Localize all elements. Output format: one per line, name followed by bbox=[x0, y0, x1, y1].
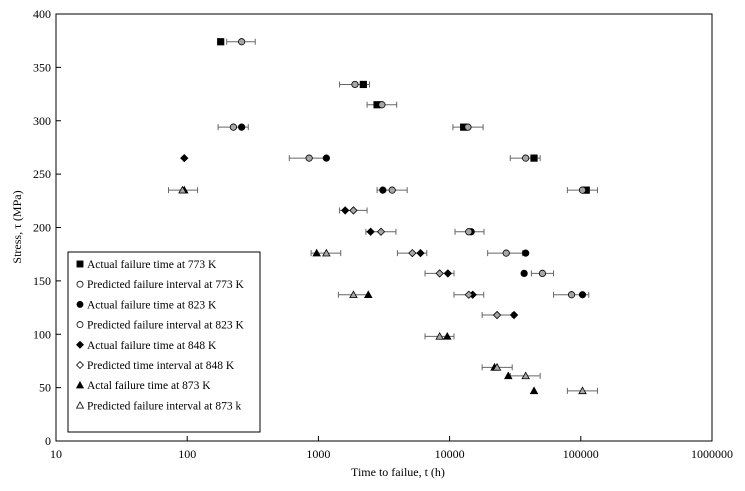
predicted-point bbox=[408, 248, 417, 258]
predicted-point bbox=[378, 101, 386, 109]
x-tick-label: 10 bbox=[50, 447, 62, 461]
data-markers bbox=[178, 38, 590, 395]
actual-point bbox=[520, 269, 528, 278]
legend-marker bbox=[76, 361, 84, 369]
predicted-point bbox=[349, 290, 358, 299]
legend-label: Predicted failure interval at 823 K bbox=[87, 320, 244, 332]
y-tick-label: 300 bbox=[33, 114, 51, 128]
x-axis-title: Time to failue, t (h) bbox=[351, 465, 445, 479]
predicted-point bbox=[578, 186, 587, 194]
actual-point bbox=[443, 269, 453, 278]
legend-marker bbox=[75, 380, 85, 389]
actual-point bbox=[180, 153, 189, 163]
legend-marker bbox=[76, 321, 84, 329]
predicted-point bbox=[538, 269, 547, 278]
predicted-point bbox=[178, 185, 187, 194]
predicted-point bbox=[238, 38, 246, 46]
legend-marker bbox=[76, 280, 84, 288]
legend-box bbox=[67, 251, 261, 433]
y-tick-label: 400 bbox=[33, 7, 51, 21]
actual-point bbox=[530, 154, 538, 162]
y-axis-title: Stress, τ (MPa) bbox=[10, 190, 24, 263]
predicted-point bbox=[435, 331, 444, 340]
predicted-point bbox=[464, 123, 472, 131]
y-tick-label: 350 bbox=[33, 60, 51, 74]
predicted-point bbox=[521, 371, 530, 380]
predicted-point bbox=[349, 206, 358, 215]
predicted-point bbox=[502, 249, 510, 257]
y-tick-label: 200 bbox=[33, 221, 51, 235]
predicted-point bbox=[578, 386, 587, 395]
actual-point bbox=[341, 206, 350, 215]
actual-point bbox=[578, 291, 587, 299]
predicted-point bbox=[465, 228, 473, 236]
predicted-point bbox=[376, 227, 386, 236]
y-tick-label: 50 bbox=[39, 381, 51, 395]
legend-marker bbox=[76, 340, 84, 349]
legend-label: Predicted time interval at 848 K bbox=[87, 360, 235, 372]
actual-point bbox=[503, 371, 513, 380]
x-tick-label: 1000000 bbox=[691, 447, 733, 461]
predicted-point bbox=[351, 80, 359, 89]
actual-point bbox=[366, 227, 375, 236]
legend-label: Actual failure time at 823 K bbox=[87, 299, 217, 311]
y-tick-label: 150 bbox=[33, 274, 51, 288]
x-tick-label: 100000 bbox=[563, 447, 599, 461]
actual-point bbox=[238, 123, 246, 131]
actual-point bbox=[312, 248, 321, 257]
y-tick-label: 100 bbox=[33, 327, 51, 341]
legend-marker bbox=[76, 260, 84, 268]
actual-point bbox=[217, 38, 225, 46]
legend-label: Actual failure time at 848 K bbox=[87, 340, 217, 352]
x-tick-label: 10000 bbox=[435, 447, 465, 461]
y-tick-label: 250 bbox=[33, 167, 51, 181]
x-tick-label: 1000 bbox=[306, 447, 330, 461]
actual-point bbox=[379, 186, 387, 194]
predicted-point bbox=[492, 362, 502, 371]
legend-marker bbox=[75, 401, 85, 409]
legend: Actual failure time at 773 K Predicted fa… bbox=[67, 251, 261, 433]
legend-label: Actal failure time at 873 K bbox=[87, 380, 211, 392]
actual-point bbox=[442, 331, 452, 340]
predicted-point bbox=[229, 123, 238, 131]
predicted-point bbox=[305, 154, 313, 162]
legend-label: Predicted failure interval at 773 K bbox=[87, 279, 244, 291]
actual-point bbox=[322, 154, 330, 162]
legend-marker bbox=[76, 300, 84, 308]
actual-point bbox=[416, 248, 425, 258]
predicted-point bbox=[492, 310, 502, 320]
legend-label: Predicted failure interval at 873 k bbox=[87, 400, 241, 412]
predicted-point bbox=[322, 248, 331, 257]
predicted-point bbox=[464, 290, 473, 299]
axis-ticks: 0 50 100 150 200 250 300 350 400 10 100 1000 10000 10… bbox=[33, 7, 733, 461]
predicted-point bbox=[435, 269, 444, 278]
legend-label: Actual failure time at 773 K bbox=[87, 259, 217, 271]
actual-point bbox=[364, 290, 373, 299]
actual-point bbox=[529, 386, 539, 395]
y-tick-label: 0 bbox=[45, 434, 51, 448]
x-tick-label: 100 bbox=[178, 447, 196, 461]
actual-point bbox=[359, 80, 367, 89]
predicted-point bbox=[388, 186, 396, 194]
predicted-point bbox=[522, 154, 530, 162]
actual-point bbox=[522, 249, 530, 257]
actual-point bbox=[509, 310, 519, 320]
predicted-point bbox=[567, 291, 576, 299]
